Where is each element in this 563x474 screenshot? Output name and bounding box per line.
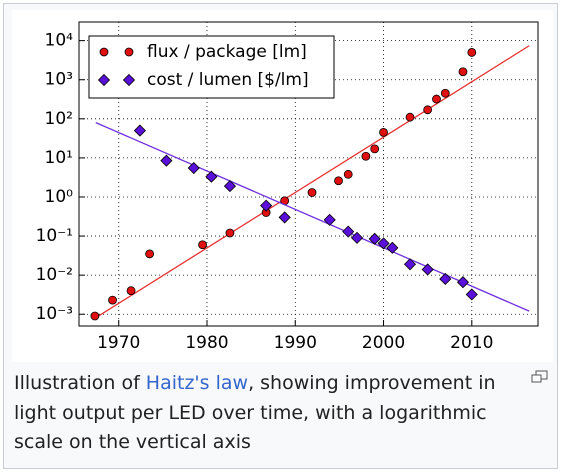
legend-marker — [97, 73, 111, 87]
circle-point — [361, 151, 371, 161]
diamond-point — [205, 170, 218, 183]
diamond-point — [368, 232, 381, 245]
circle-point — [379, 127, 388, 137]
circle-point — [307, 188, 317, 197]
y-tick-label: 10⁴ — [45, 31, 74, 51]
y-tick-label: 10⁰ — [45, 187, 74, 207]
circle-point — [423, 105, 433, 115]
circle-point — [108, 295, 117, 305]
diamond-point — [456, 276, 470, 289]
circle-point — [370, 144, 380, 154]
diamond-point — [260, 199, 273, 212]
circle-point — [343, 169, 353, 179]
figure: 1970 1980 1990 2000 2010 10⁻³ 10⁻² 10⁻¹ 10⁰ 10¹ 10… — [3, 3, 558, 469]
diamond-point — [377, 237, 390, 250]
y-tick-label: 10⁻³ — [36, 304, 73, 324]
y-tick-label: 10³ — [45, 70, 73, 90]
diamond-point — [160, 154, 173, 167]
caption: Illustration of Haitz's law, showing imp… — [14, 369, 529, 458]
circle-point — [458, 67, 468, 77]
y-tick-label: 10¹ — [45, 148, 73, 168]
legend-marker — [124, 47, 134, 57]
caption-text: , showing improvement in light output pe… — [14, 372, 496, 453]
circle-point — [145, 249, 155, 259]
chart: 1970 1980 1990 2000 2010 10⁻³ 10⁻² 10⁻¹ 10⁰ 10¹ 10… — [12, 10, 553, 362]
legend-marker — [122, 73, 136, 87]
x-tick-label: 1970 — [97, 333, 140, 353]
circle-point — [90, 311, 100, 321]
circle-point — [432, 94, 441, 104]
legend-label: flux / package [lm] — [147, 42, 307, 62]
caption-link[interactable]: Haitz's law — [145, 372, 249, 394]
x-tick-label: 2010 — [450, 333, 493, 353]
diamond-point — [187, 161, 200, 175]
y-tick-label: 10⁻² — [36, 265, 73, 285]
circle-point — [334, 176, 343, 186]
circle-point — [225, 228, 235, 238]
legend-marker — [99, 47, 109, 57]
fit-line — [95, 122, 530, 312]
caption-text: Illustration of — [14, 372, 146, 394]
diamond-point — [223, 180, 237, 193]
x-tick-label: 1990 — [274, 333, 317, 353]
enlarge-icon[interactable] — [531, 370, 549, 384]
diamond-point — [350, 231, 364, 244]
circle-point — [126, 286, 136, 296]
x-tick-label: 1980 — [185, 333, 228, 353]
legend-label: cost / lumen [$/lm] — [147, 70, 309, 90]
diamond-point — [323, 213, 336, 226]
diamond-point — [278, 211, 291, 224]
circle-point — [405, 112, 415, 122]
plot-frame — [78, 21, 539, 327]
fit-line — [98, 45, 530, 317]
diamond-point — [133, 124, 146, 137]
legend-box — [88, 35, 335, 99]
diamond-point — [386, 241, 399, 254]
diamond-point — [403, 258, 417, 271]
diamond-point — [465, 288, 478, 301]
circle-point — [440, 88, 450, 98]
y-tick-label: 10⁻¹ — [36, 226, 73, 246]
diamond-point — [421, 263, 434, 276]
circle-point — [467, 48, 477, 57]
circle-point — [198, 240, 207, 250]
diamond-point — [342, 225, 355, 238]
diamond-point — [439, 272, 452, 286]
x-tick-label: 2000 — [362, 333, 405, 353]
y-tick-label: 10² — [45, 109, 73, 129]
